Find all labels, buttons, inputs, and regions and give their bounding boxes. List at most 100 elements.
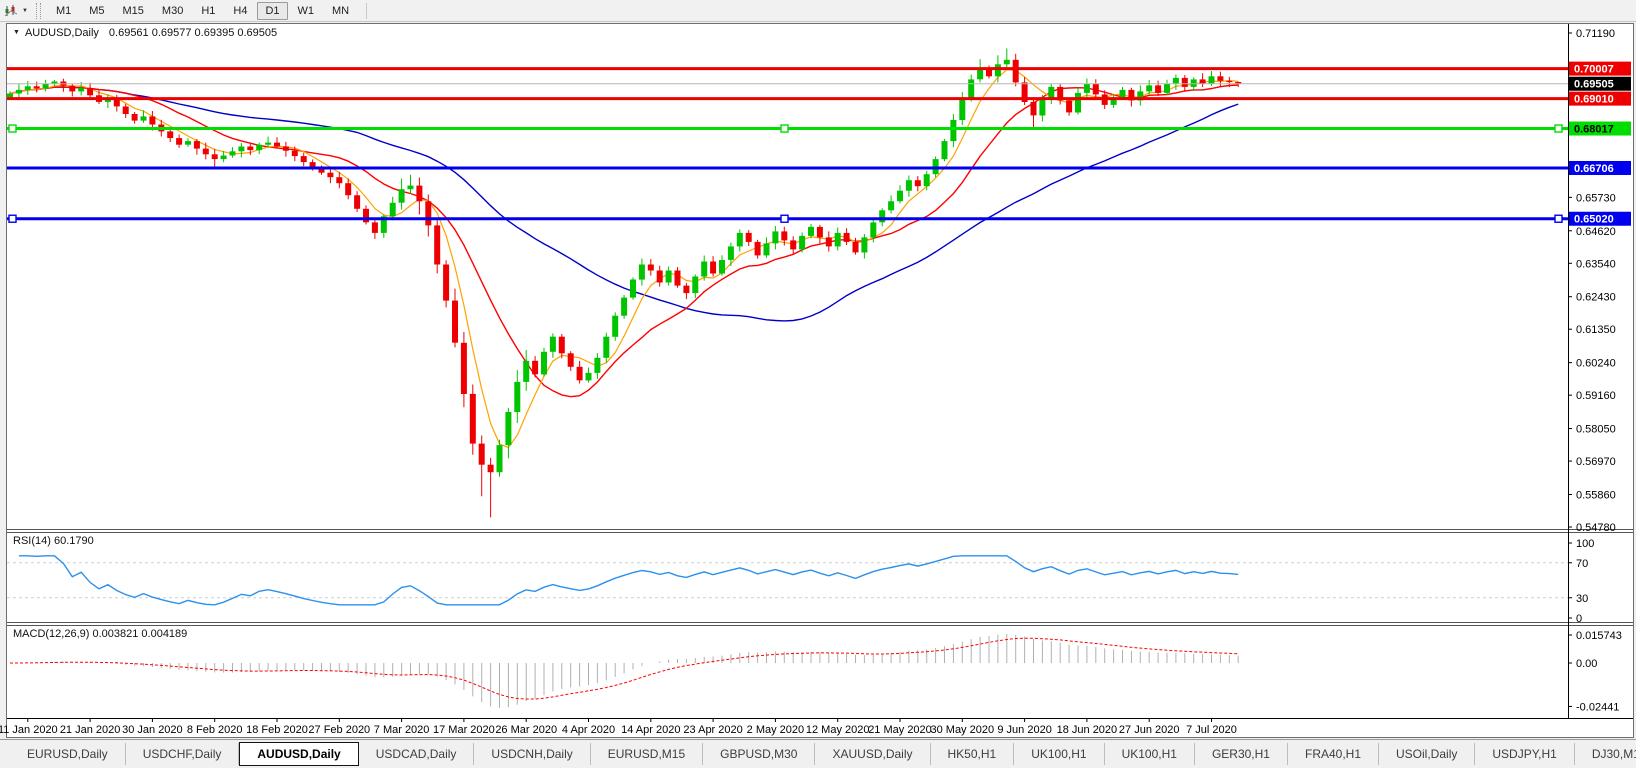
hline-handle	[780, 214, 789, 223]
tab-usdchf-daily[interactable]: USDCHF,Daily	[126, 743, 240, 765]
tab-fra40-h1[interactable]: FRA40,H1	[1288, 743, 1380, 765]
chart-title: ▼ AUDUSD,Daily 0.69561 0.69577 0.69395 0.6…	[13, 27, 277, 39]
timeframe-button-h1[interactable]: H1	[193, 2, 223, 20]
svg-text:0.61350: 0.61350	[1576, 324, 1616, 336]
price-axis-labels: 0.711900.701100.690000.679200.668100.657…	[1568, 28, 1631, 713]
tab-xauusd-daily[interactable]: XAUUSD,Daily	[815, 743, 931, 765]
tab-uk100-h1[interactable]: UK100,H1	[1014, 743, 1105, 765]
hline-handle	[1554, 214, 1563, 223]
date-label: 11 Jan 2020	[0, 724, 58, 736]
hline-label-0.68017-tag	[1569, 121, 1631, 136]
date-label: 21 May 2020	[868, 724, 932, 736]
date-label: 18 Feb 2020	[246, 724, 308, 736]
tab-eurusd-daily[interactable]: EURUSD,Daily	[10, 743, 126, 765]
timeframe-button-m15[interactable]: M15	[115, 2, 152, 20]
chart-ohlc-values: 0.69561 0.69577 0.69395 0.69505	[108, 27, 278, 39]
date-label: 23 Apr 2020	[683, 724, 742, 736]
timeframe-button-d1[interactable]: D1	[257, 1, 288, 20]
svg-text:0.63540: 0.63540	[1576, 258, 1616, 270]
date-axis-labels: 11 Jan 2020 21 Jan 2020 30 Jan 2020 8 Feb 2…	[0, 718, 1237, 736]
date-label: 17 Mar 2020	[433, 724, 495, 736]
date-label: 30 Jan 2020	[122, 724, 183, 736]
svg-text:0.015743: 0.015743	[1576, 630, 1622, 642]
svg-text:0.55860: 0.55860	[1576, 489, 1616, 501]
chart-tool-icon	[4, 4, 18, 16]
hline-label-0.65020-tag-text: 0.65020	[1574, 214, 1614, 226]
date-label: 27 Feb 2020	[308, 724, 370, 736]
svg-text:0: 0	[1576, 613, 1582, 625]
current-price-label-tag-text: 0.69505	[1574, 79, 1614, 91]
hline-label-0.70007-tag	[1569, 61, 1631, 76]
date-label: 18 Jun 2020	[1057, 724, 1118, 736]
date-label: 7 Mar 2020	[374, 724, 430, 736]
tab-uk100-h1-2[interactable]: UK100,H1	[1105, 743, 1195, 765]
date-label: 27 Jun 2020	[1119, 724, 1180, 736]
hline-handle	[780, 124, 789, 133]
svg-text:0.59160: 0.59160	[1576, 390, 1616, 402]
tab-gbpusd-m30[interactable]: GBPUSD,M30	[703, 743, 816, 765]
hline-label-0.70007-tag-text: 0.70007	[1574, 64, 1614, 76]
date-label: 9 Jun 2020	[997, 724, 1051, 736]
current-price-label-tag	[1569, 76, 1631, 91]
tab-usdjpy-h1[interactable]: USDJPY,H1	[1475, 743, 1575, 765]
timeframe-button-m30[interactable]: M30	[154, 2, 191, 20]
hline-handle	[8, 214, 17, 223]
hline-handle	[8, 124, 17, 133]
date-label: 21 Jan 2020	[60, 724, 121, 736]
macd-indicator-label: MACD(12,26,9) 0.003821 0.004189	[13, 628, 188, 640]
hline-label-0.69010-tag	[1569, 91, 1631, 106]
symbol-tab-bar: EURUSD,Daily USDCHF,Daily AUDUSD,Daily U…	[0, 739, 1636, 768]
timeframe-button-m1[interactable]: M1	[48, 2, 79, 20]
toolbar-separator	[366, 2, 368, 19]
date-label: 30 May 2020	[930, 724, 994, 736]
svg-text:-0.02441: -0.02441	[1576, 701, 1619, 713]
date-label: 4 Apr 2020	[562, 724, 615, 736]
chart-tool-button[interactable]: ▼	[0, 0, 32, 21]
timeframe-button-mn[interactable]: MN	[324, 2, 357, 20]
svg-text:0.65730: 0.65730	[1576, 192, 1616, 204]
svg-text:0.00: 0.00	[1576, 658, 1597, 670]
svg-text:0.71190: 0.71190	[1576, 28, 1615, 40]
svg-text:0.58050: 0.58050	[1576, 424, 1616, 436]
svg-text:0.56970: 0.56970	[1576, 456, 1616, 468]
svg-text:100: 100	[1576, 538, 1594, 550]
ma-line-period-40	[9, 86, 1239, 322]
date-label: 2 May 2020	[747, 724, 804, 736]
toolbar-dropdown-icon[interactable]: ▼	[22, 7, 28, 14]
symbol-dropdown-icon[interactable]: ▼	[13, 29, 20, 36]
hline-label-0.65020-tag	[1569, 211, 1631, 226]
timeframe-button-h4[interactable]: H4	[225, 2, 255, 20]
macd-layer	[10, 634, 1239, 708]
rsi-line	[18, 555, 1239, 606]
tab-dj30-m15[interactable]: DJ30,M15	[1575, 743, 1636, 765]
svg-text:70: 70	[1576, 558, 1588, 570]
candles-layer	[7, 48, 1242, 518]
tab-usdcnh-daily[interactable]: USDCNH,Daily	[474, 743, 591, 765]
hline-label-0.66706-tag	[1569, 160, 1631, 175]
svg-text:0.60240: 0.60240	[1576, 358, 1616, 370]
hline-label-0.68017-tag-text: 0.68017	[1574, 124, 1614, 136]
timeframe-button-m5[interactable]: M5	[81, 2, 112, 20]
rsi-indicator-label: RSI(14) 60.1790	[13, 535, 94, 547]
tab-hk50-h1[interactable]: HK50,H1	[931, 743, 1015, 765]
tab-audusd-daily[interactable]: AUDUSD,Daily	[239, 742, 359, 766]
date-label: 26 Mar 2020	[495, 724, 557, 736]
date-label: 7 Jul 2020	[1186, 724, 1237, 736]
date-label: 8 Feb 2020	[187, 724, 243, 736]
chart-svg[interactable]: 0.711900.701100.690000.679200.668100.657…	[0, 22, 1636, 739]
tab-eurusd-m15[interactable]: EURUSD,M15	[591, 743, 704, 765]
top-toolbar: ▼ M1 M5 M15 M30 H1 H4 D1 W1 MN	[0, 0, 1636, 22]
tab-usdcad-daily[interactable]: USDCAD,Daily	[359, 743, 475, 765]
horizontal-lines-layer[interactable]	[7, 67, 1568, 223]
hline-label-0.66706-tag-text: 0.66706	[1574, 163, 1614, 175]
timeframe-button-w1[interactable]: W1	[290, 2, 323, 20]
tab-usoil-daily[interactable]: USOil,Daily	[1379, 743, 1476, 765]
chart-canvas[interactable]: 0.711900.701100.690000.679200.668100.657…	[0, 22, 1636, 739]
hline-handle	[1554, 124, 1563, 133]
svg-text:0.62430: 0.62430	[1576, 292, 1616, 304]
tab-ger30-h1[interactable]: GER30,H1	[1195, 743, 1288, 765]
date-label: 12 May 2020	[806, 724, 870, 736]
chart-window-frame	[6, 23, 1634, 738]
toolbar-grip[interactable]	[35, 2, 41, 19]
date-label: 14 Apr 2020	[621, 724, 680, 736]
